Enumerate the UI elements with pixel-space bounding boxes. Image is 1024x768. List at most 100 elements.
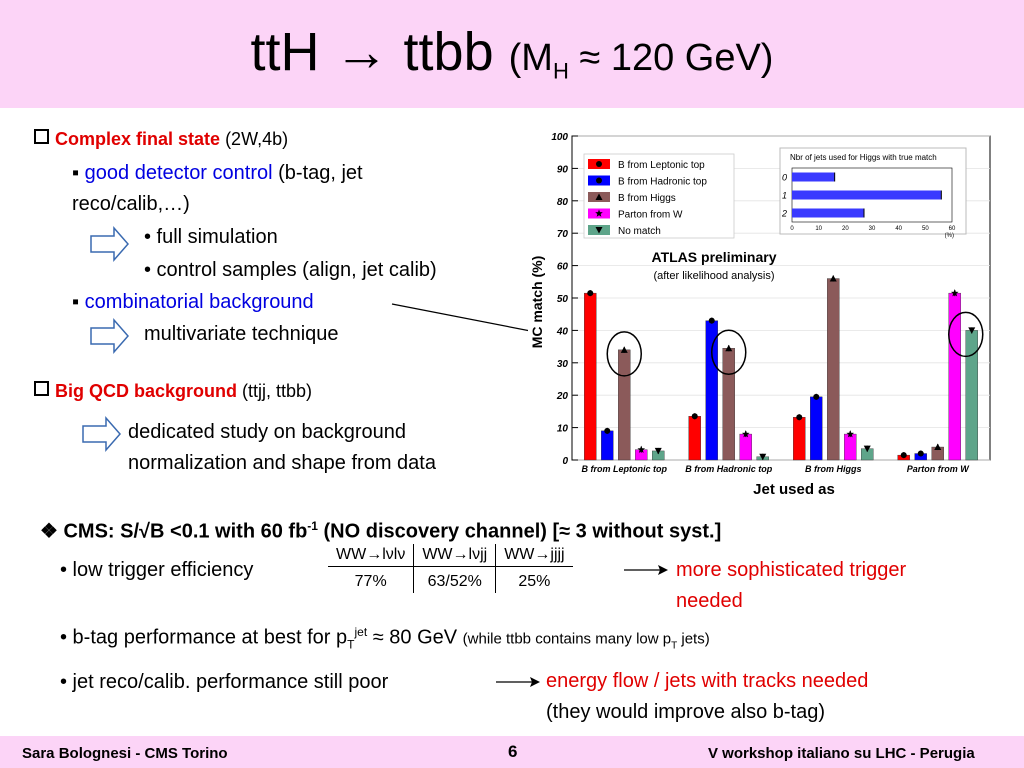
ww-header-3: WW→jjjj <box>495 544 573 567</box>
highlight-circle <box>606 331 642 377</box>
bar <box>844 433 857 461</box>
would-improve: (they would improve also b-tag) <box>546 701 826 723</box>
bar <box>688 416 701 461</box>
y-tick-label: 10 <box>557 424 569 435</box>
y-tick-label: 50 <box>557 294 569 305</box>
y-tick-label: 80 <box>557 197 569 208</box>
inset-x-tick-label: 60 <box>949 226 956 232</box>
inset-x-tick-label: 10 <box>815 226 822 232</box>
bar-marker <box>741 430 750 438</box>
bar <box>722 348 735 461</box>
arrow-right-icon <box>496 677 540 687</box>
x-category-label: Parton from W <box>907 464 971 474</box>
ww-table: WW→lνlν WW→lνjj WW→jjjj 77% 63/52% 25% <box>328 544 573 593</box>
y-tick-label: 70 <box>557 229 569 240</box>
btag-small-a: (while ttbb contains many low p <box>462 630 672 648</box>
trigger-note-1: more sophisticated trigger <box>676 559 907 581</box>
qcd-head: Big QCD background <box>55 381 238 401</box>
btag-small-b: jets) <box>677 630 710 648</box>
inset-category-label: 2 <box>781 209 787 219</box>
bar <box>793 417 806 461</box>
combinatorial-background: combinatorial background <box>84 291 314 313</box>
y-tick-label: 30 <box>557 359 569 370</box>
arrow-right-icon <box>90 226 129 262</box>
inset-x-tick-label: 50 <box>922 226 929 232</box>
full-simulation: • full simulation <box>144 226 278 248</box>
btag-a: • b-tag performance at best for p <box>60 626 348 649</box>
square-bullet-icon <box>34 129 49 144</box>
legend-marker <box>595 227 603 234</box>
bar-marker <box>934 443 942 451</box>
bar <box>739 433 752 461</box>
page-number: 6 <box>508 742 518 761</box>
y-tick-label: 40 <box>556 326 569 337</box>
ww-value-2: 63/52% <box>413 566 497 593</box>
arrow-right-icon <box>82 416 121 452</box>
bar <box>827 278 840 461</box>
cms-line-a: ❖ CMS: S/√B <0.1 with 60 fb <box>40 520 308 543</box>
bar-marker <box>950 289 959 297</box>
y-tick-label: 60 <box>557 262 569 273</box>
arrow-right-icon <box>624 565 668 575</box>
legend-label: Parton from W <box>618 210 683 221</box>
inset-bar <box>792 208 864 218</box>
inset-x-tick-label: 0 <box>790 226 794 232</box>
title-paren-open: (M <box>508 37 553 79</box>
bar-marker <box>796 414 803 421</box>
bar-marker <box>917 450 924 457</box>
footer-author: Sara Bolognesi - CMS Torino <box>22 745 228 762</box>
btag-small-sub: T <box>671 640 678 652</box>
qcd-line: Big QCD background (ttjj, ttbb) <box>34 380 312 402</box>
inset-x-tick-label: 40 <box>895 226 902 232</box>
inset-bar <box>792 190 942 200</box>
y-tick-label: 0 <box>562 456 568 467</box>
good-detector: good detector control <box>84 162 273 184</box>
small-square-bullet-icon: ▪ <box>72 162 80 184</box>
bar <box>965 330 978 461</box>
legend-marker <box>595 209 603 217</box>
ww-value-3: 25% <box>518 573 551 590</box>
bar-marker <box>759 453 767 461</box>
good-detector-line: ▪ good detector control (b-tag, jet <box>72 161 363 185</box>
btag-sup: jet <box>354 625 368 639</box>
trigger-note-2: needed <box>676 590 743 612</box>
bar-marker <box>725 344 733 352</box>
bar-marker <box>900 452 907 459</box>
bar-marker <box>691 413 698 420</box>
bar-marker <box>813 393 820 400</box>
complex-final-state-line: Complex final state (2W,4b) <box>34 128 288 150</box>
footer-event: V workshop italiano su LHC - Perugia <box>708 745 975 762</box>
control-samples: • control samples (align, jet calib) <box>144 259 437 281</box>
good-detector-tail: (b-tag, jet <box>278 162 363 184</box>
bar-marker <box>863 445 871 453</box>
bar-marker <box>637 445 646 453</box>
energy-flow: energy flow / jets with tracks needed <box>546 670 869 692</box>
atlas-preliminary: ATLAS preliminary <box>652 249 777 265</box>
footer-bar <box>0 736 1024 768</box>
bar-marker <box>846 430 855 438</box>
bar-marker <box>620 346 628 353</box>
legend-marker <box>595 193 603 200</box>
inset-x-unit: (%) <box>945 233 954 239</box>
btag-sub: T <box>347 637 355 652</box>
bar <box>705 320 718 461</box>
inset-x-tick-label: 20 <box>842 226 849 232</box>
qcd-tail: (ttjj, ttbb) <box>242 381 313 401</box>
inset-category-label: 1 <box>782 191 787 201</box>
x-category-label: B from Hadronic top <box>685 464 773 474</box>
bar-marker <box>587 290 594 297</box>
dedicated-line-2: normalization and shape from data <box>128 452 436 474</box>
cms-line-b: (NO discovery channel) [≈ 3 without syst… <box>317 520 722 543</box>
mc-match-chart: 0 10 20 30 40 50 60 70 80 90 100 B from Leptonic t… <box>528 124 998 505</box>
low-trigger: • low trigger efficiency <box>60 559 254 581</box>
highlight-circle <box>711 329 747 375</box>
ww-header-2: WW→lνjj <box>413 544 497 567</box>
x-axis-label: Jet used as <box>753 481 835 498</box>
after-likelihood: (after likelihood analysis) <box>653 270 774 282</box>
small-square-bullet-icon: ▪ <box>72 291 80 313</box>
legend-marker <box>596 177 602 184</box>
bar-marker <box>604 427 611 434</box>
arrow-right-icon <box>90 318 129 354</box>
x-category-label: B from Leptonic top <box>582 464 668 474</box>
